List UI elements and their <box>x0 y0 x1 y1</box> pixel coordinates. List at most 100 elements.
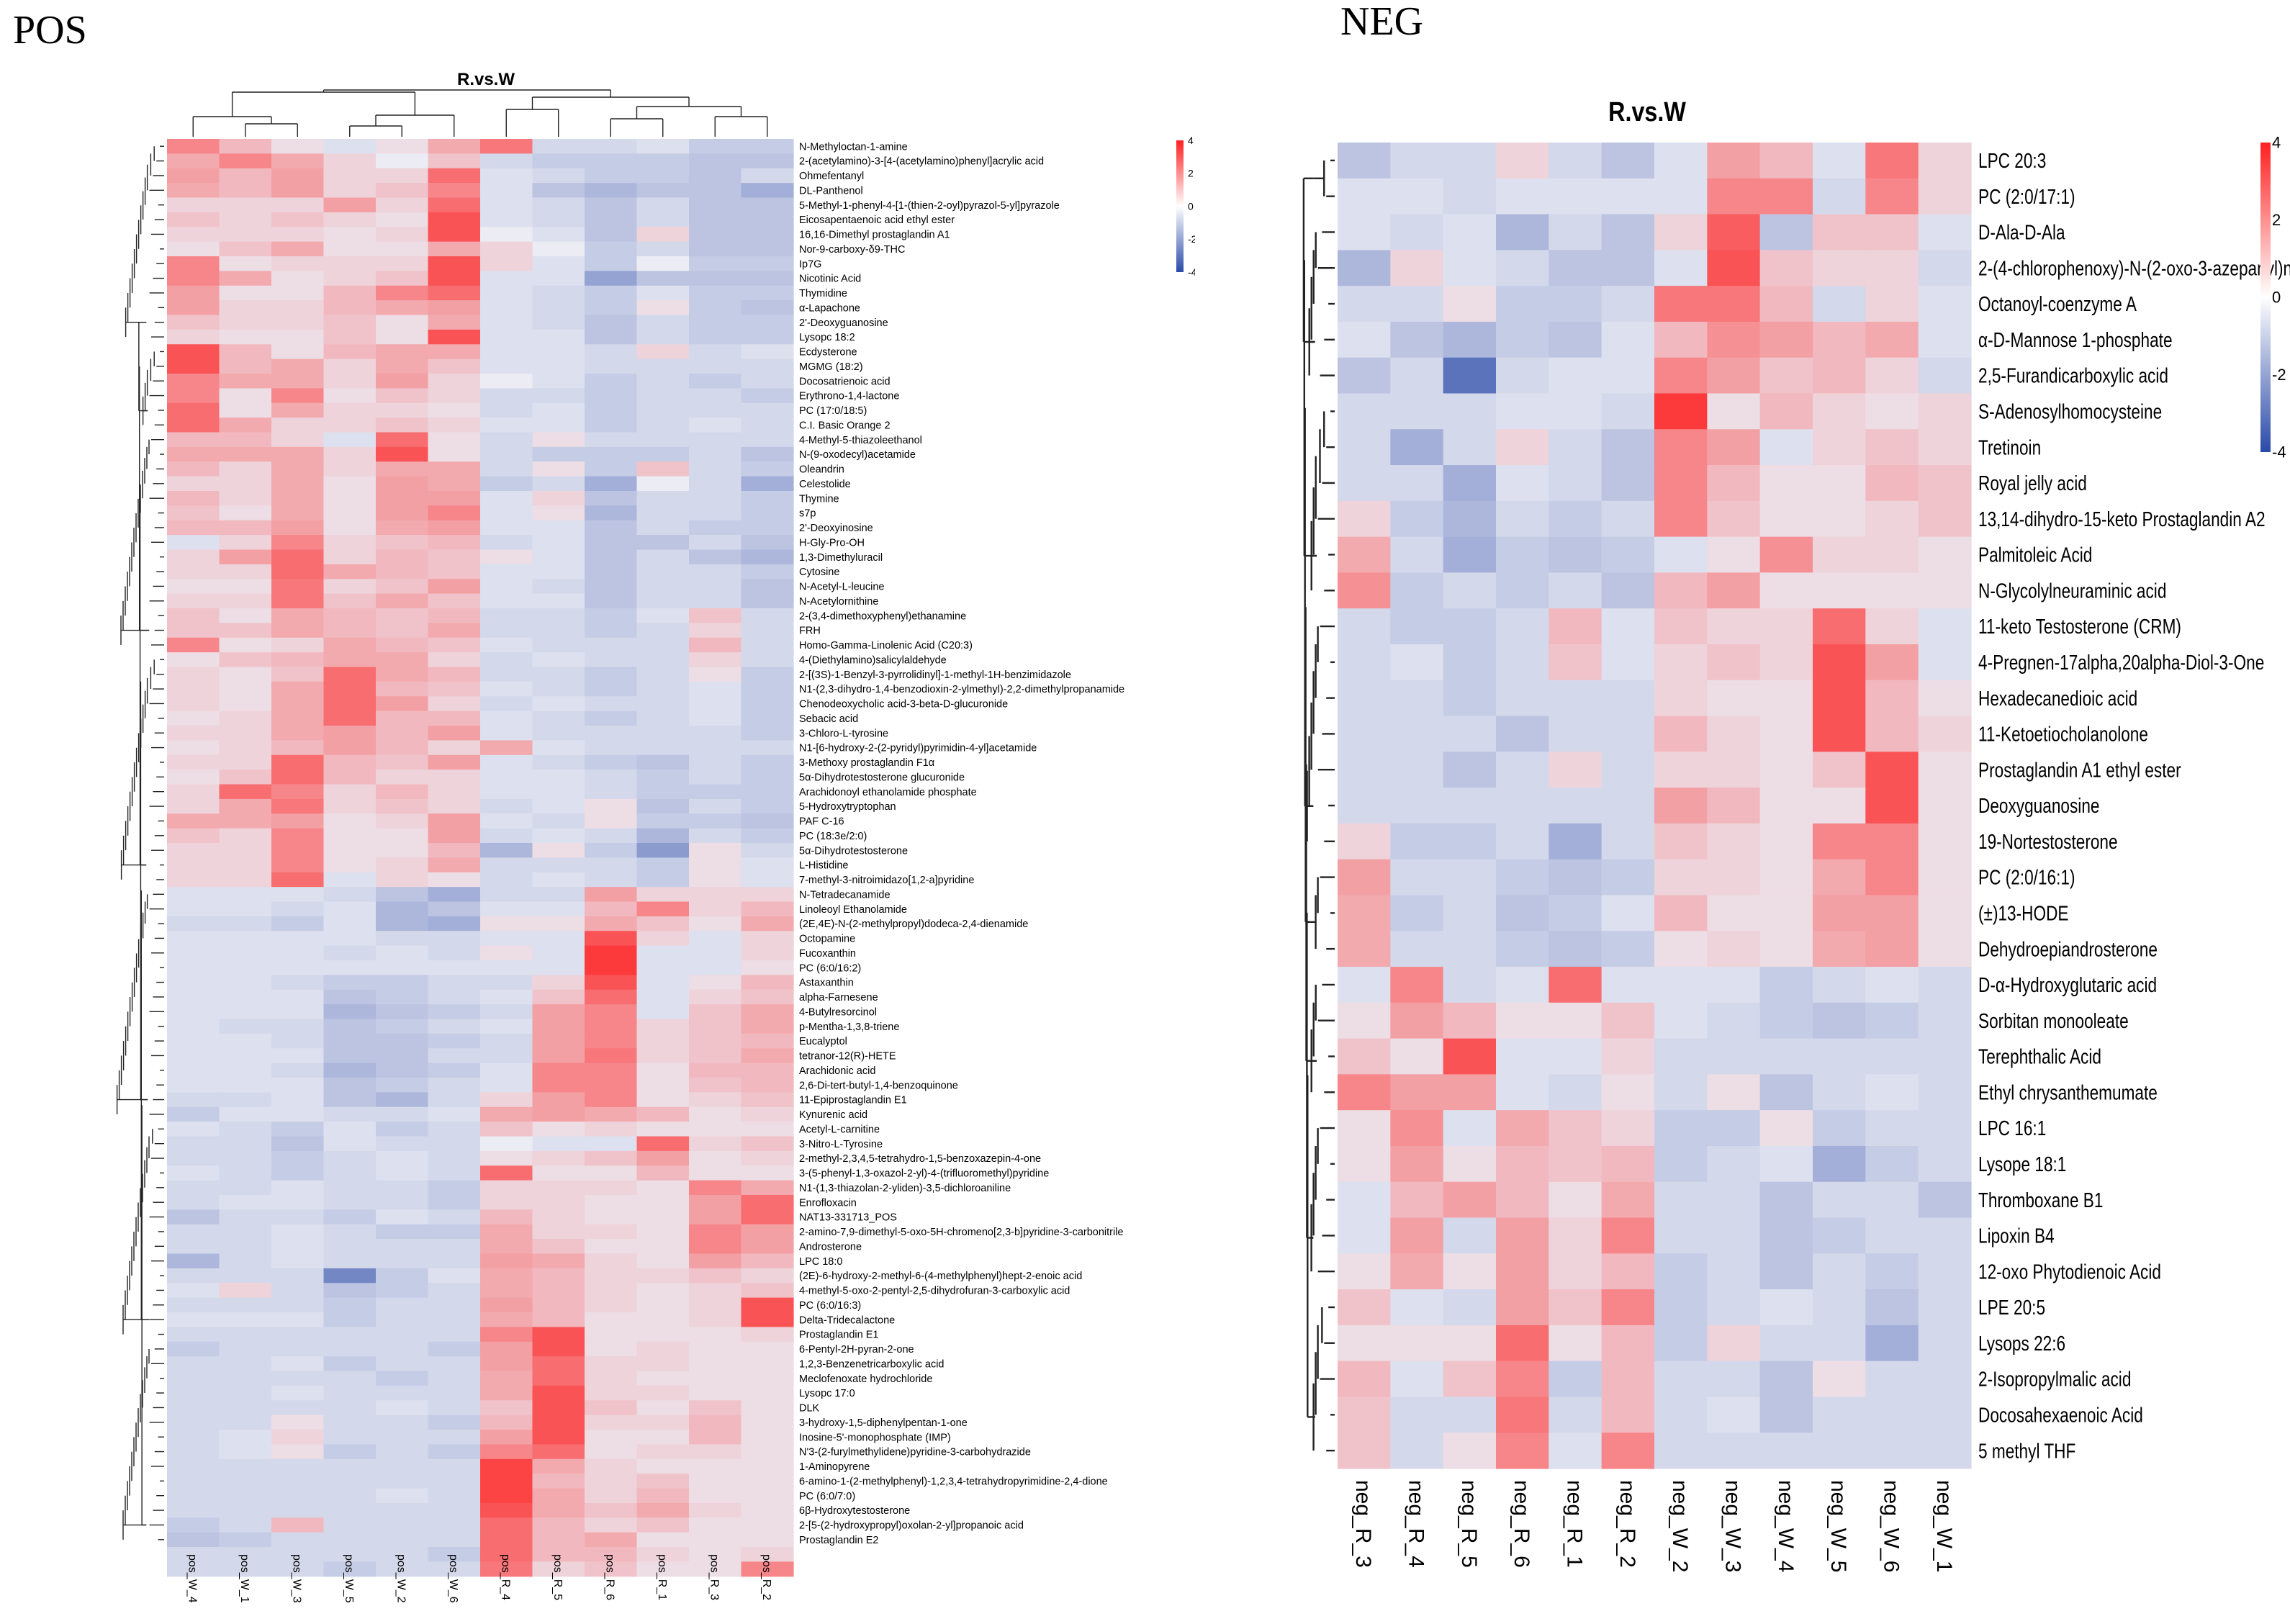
heatmap-cell <box>532 1165 585 1181</box>
heatmap-cell <box>271 520 325 536</box>
heatmap-cell <box>1549 788 1602 824</box>
heatmap-cell <box>1601 1217 1655 1254</box>
heatmap-cell <box>532 1180 585 1196</box>
heatmap-cell <box>532 579 585 595</box>
heatmap-cell <box>741 1488 794 1504</box>
heatmap-cell <box>689 843 742 858</box>
pos-color-legend: 420-2-4 <box>1176 135 1195 278</box>
heatmap-cell <box>741 710 794 726</box>
heatmap-cell <box>167 1122 220 1137</box>
heatmap-cell <box>323 1444 377 1460</box>
heatmap-cell <box>271 1224 325 1240</box>
heatmap-cell <box>428 374 481 389</box>
heatmap-cell <box>1654 1038 1708 1075</box>
heatmap-cell <box>1338 680 1391 717</box>
heatmap-cell <box>480 667 533 682</box>
heatmap-cell <box>689 1385 742 1401</box>
heatmap-cell <box>271 1106 325 1122</box>
heatmap-cell <box>376 418 429 433</box>
heatmap-cell <box>480 461 533 477</box>
heatmap-cell <box>585 975 638 991</box>
row-label: 4-Methyl-5-thiazoleethanol <box>799 435 922 446</box>
heatmap-cell <box>741 681 794 697</box>
heatmap-cell <box>1338 1325 1391 1362</box>
heatmap-cell <box>271 1532 325 1548</box>
row-label: 1,2,3-Benzenetricarboxylic acid <box>799 1358 945 1370</box>
row-label: 3-Chloro-L-tyrosine <box>799 728 888 739</box>
heatmap-cell <box>323 285 377 301</box>
heatmap-cell <box>271 1122 325 1137</box>
heatmap-cell <box>636 989 690 1005</box>
heatmap-cell <box>741 1268 794 1284</box>
heatmap-cell <box>1759 967 1813 1003</box>
heatmap-cell <box>1443 250 1497 287</box>
heatmap-cell <box>1707 967 1761 1003</box>
neg-row-dendrogram <box>1302 159 1335 1452</box>
heatmap-cell <box>1549 931 1602 967</box>
heatmap-cell <box>167 637 220 653</box>
heatmap-cell <box>636 1547 690 1562</box>
heatmap-cell <box>741 491 794 506</box>
heatmap-cell <box>1918 1325 1972 1362</box>
heatmap-cell <box>480 726 533 741</box>
heatmap-cell <box>585 1547 638 1562</box>
row-label: Nor-9-carboxy-δ9-THC <box>799 244 905 256</box>
heatmap-cell <box>532 1136 585 1152</box>
heatmap-cell <box>271 315 325 330</box>
heatmap-cell <box>636 1253 690 1269</box>
heatmap-cell <box>636 1474 690 1489</box>
heatmap-cell <box>428 1019 481 1034</box>
heatmap-cell <box>1390 931 1444 967</box>
heatmap-cell <box>1390 465 1444 502</box>
heatmap-cell <box>1496 1217 1549 1254</box>
heatmap-cell <box>1654 859 1708 896</box>
heatmap-cell <box>741 1224 794 1240</box>
row-label: 2-methyl-2,3,4,5-tetrahydro-1,5-benzoxaz… <box>799 1153 1041 1165</box>
heatmap-cell <box>1813 429 1866 466</box>
row-label: PAF C-16 <box>799 816 844 828</box>
heatmap-cell <box>271 1312 325 1327</box>
heatmap-cell <box>480 623 533 639</box>
heatmap-cell <box>1707 752 1761 788</box>
heatmap-cell <box>480 1415 533 1430</box>
heatmap-cell <box>323 1122 377 1137</box>
heatmap-cell <box>636 461 690 477</box>
heatmap-cell <box>271 1019 325 1034</box>
row-label: 3-(5-phenyl-1,3-oxazol-2-yl)-4-(trifluor… <box>799 1168 1049 1180</box>
column-label: pos_R_1 <box>656 1554 668 1600</box>
heatmap-cell <box>1549 1038 1602 1075</box>
heatmap-cell <box>1390 1325 1444 1362</box>
legend-tick-label: 0 <box>2272 289 2281 307</box>
row-label: Lipoxin B4 <box>1978 1224 2055 1248</box>
heatmap-cell <box>1390 967 1444 1003</box>
heatmap-cell <box>1918 572 1972 609</box>
heatmap-cell <box>219 637 272 653</box>
heatmap-cell <box>1865 1361 1919 1398</box>
heatmap-cell <box>689 402 742 418</box>
heatmap-cell <box>376 1400 429 1416</box>
heatmap-cell <box>689 476 742 492</box>
heatmap-cell <box>219 1532 272 1548</box>
heatmap-cell <box>323 388 377 404</box>
heatmap-cell <box>689 315 742 330</box>
heatmap-cell <box>1390 644 1444 681</box>
heatmap-cell <box>323 1253 377 1269</box>
heatmap-cell <box>636 960 690 975</box>
heatmap-cell <box>1549 536 1602 574</box>
heatmap-cell <box>689 637 742 653</box>
heatmap-cell <box>428 1312 481 1327</box>
heatmap-cell <box>636 505 690 521</box>
legend-tick-label: 2 <box>1188 168 1194 179</box>
heatmap-cell <box>480 491 533 506</box>
heatmap-cell <box>480 593 533 609</box>
heatmap-cell <box>271 285 325 301</box>
heatmap-cell <box>323 1547 377 1562</box>
heatmap-cell <box>1390 1253 1444 1290</box>
heatmap-cell <box>323 1048 377 1064</box>
heatmap-cell <box>585 285 638 301</box>
heatmap-cell <box>1601 680 1655 717</box>
heatmap-cell <box>167 1474 220 1489</box>
heatmap-cell <box>1707 357 1761 394</box>
heatmap-cell <box>532 1004 585 1020</box>
heatmap-cell <box>167 1502 220 1518</box>
